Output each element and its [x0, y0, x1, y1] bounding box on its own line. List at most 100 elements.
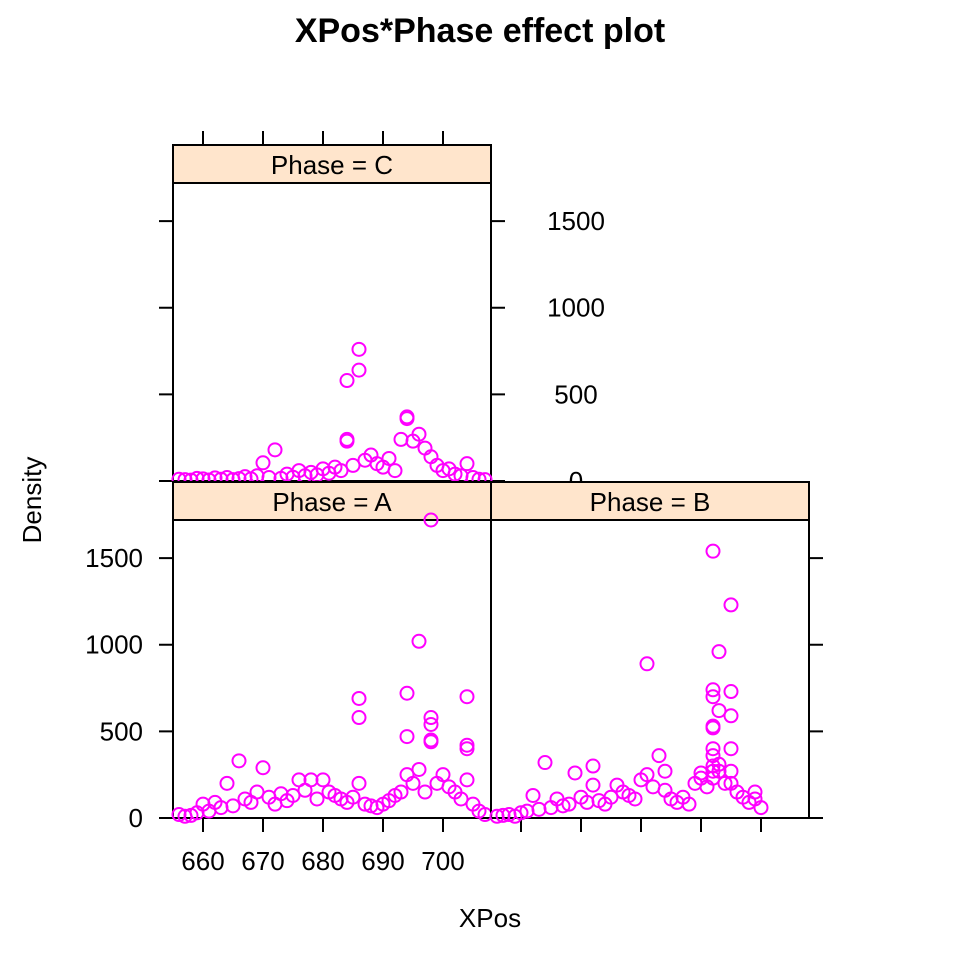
data-point: [231, 753, 247, 769]
data-point: [423, 512, 439, 528]
data-point: [225, 798, 241, 814]
x-tick-label: 690: [361, 846, 404, 876]
x-tick-label: 700: [421, 846, 464, 876]
y-tick-label: 500: [100, 716, 143, 746]
data-point: [345, 457, 361, 473]
x-tick-label: 660: [181, 846, 224, 876]
data-point: [255, 455, 271, 471]
data-point: [681, 796, 697, 812]
data-point: [249, 784, 265, 800]
data-point: [705, 720, 721, 736]
data-point: [399, 729, 415, 745]
data-point: [351, 690, 367, 706]
data-point: [723, 684, 739, 700]
y-tick-label: 1000: [547, 293, 605, 323]
data-point: [423, 710, 439, 726]
panel-phase-a: Phase = A 660 670 680 690 700 0 500 1000 1500: [85, 481, 493, 876]
data-point: [417, 784, 433, 800]
data-point: [657, 763, 673, 779]
x-axis-title: XPos: [459, 903, 521, 933]
data-point: [537, 755, 553, 771]
data-point: [705, 741, 721, 757]
data-point: [333, 463, 349, 479]
data-point: [393, 431, 409, 447]
data-point: [315, 772, 331, 788]
data-point: [351, 775, 367, 791]
data-point: [705, 682, 721, 698]
strip-header: [172, 144, 492, 184]
y-tick-label: 1500: [85, 543, 143, 573]
data-point: [345, 789, 361, 805]
y-tick-label: 500: [554, 379, 597, 409]
data-point: [513, 805, 529, 821]
data-point: [531, 801, 547, 817]
x-tick-label: 680: [301, 846, 344, 876]
data-point: [567, 765, 583, 781]
data-point: [411, 761, 427, 777]
panel-phase-c: Phase = C050010001500: [159, 131, 605, 496]
panel-frame: [172, 182, 492, 482]
data-point: [309, 791, 325, 807]
data-point: [459, 741, 475, 757]
data-point: [711, 703, 727, 719]
data-point: [585, 758, 601, 774]
data-point: [351, 362, 367, 378]
strip-header: [490, 481, 810, 521]
data-point: [423, 734, 439, 750]
y-tick-label: 0: [129, 803, 143, 833]
data-point: [525, 787, 541, 803]
data-point: [351, 710, 367, 726]
data-point: [393, 784, 409, 800]
panel-frame: [490, 519, 810, 819]
y-tick-label: 1500: [547, 206, 605, 236]
data-point: [339, 373, 355, 389]
y-tick-label: 1000: [85, 630, 143, 660]
data-point: [645, 779, 661, 795]
panel-phase-b: Phase = B: [489, 481, 823, 832]
data-point: [435, 767, 451, 783]
data-point: [255, 760, 271, 776]
trellis-panels: Phase = C 0 500 1000 1500 Phase = A 660 670 680 6…: [85, 131, 823, 876]
data-point: [447, 466, 463, 482]
data-point: [723, 741, 739, 757]
data-point: [267, 442, 283, 458]
data-point: [219, 775, 235, 791]
y-axis-title: Density: [17, 457, 47, 544]
data-point: [753, 800, 769, 816]
data-point: [717, 775, 733, 791]
data-point: [339, 433, 355, 449]
data-point: [411, 426, 427, 442]
strip-header: [172, 481, 492, 521]
strip-label: Phase = A: [272, 487, 392, 517]
data-point: [459, 689, 475, 705]
data-point: [405, 775, 421, 791]
data-point: [555, 798, 571, 814]
data-point: [639, 767, 655, 783]
data-point: [381, 450, 397, 466]
panel-frame: [172, 519, 492, 819]
data-point: [639, 656, 655, 672]
data-point: [459, 772, 475, 788]
data-point: [711, 756, 727, 772]
data-point: [561, 796, 577, 812]
data-point: [705, 689, 721, 705]
data-point: [723, 597, 739, 613]
strip-label: Phase = B: [590, 487, 711, 517]
strip-label: Phase = C: [271, 150, 393, 180]
data-point: [651, 748, 667, 764]
data-point: [459, 456, 475, 472]
data-point: [705, 543, 721, 559]
x-tick-label: 670: [241, 846, 284, 876]
data-point: [399, 411, 415, 427]
data-point: [747, 784, 763, 800]
data-point: [423, 716, 439, 732]
data-point: [711, 644, 727, 660]
data-point: [387, 463, 403, 479]
data-point: [603, 789, 619, 805]
data-point: [585, 777, 601, 793]
chart-title: XPos*Phase effect plot: [295, 12, 665, 50]
data-point: [285, 787, 301, 803]
data-point: [627, 791, 643, 807]
data-point: [453, 791, 469, 807]
